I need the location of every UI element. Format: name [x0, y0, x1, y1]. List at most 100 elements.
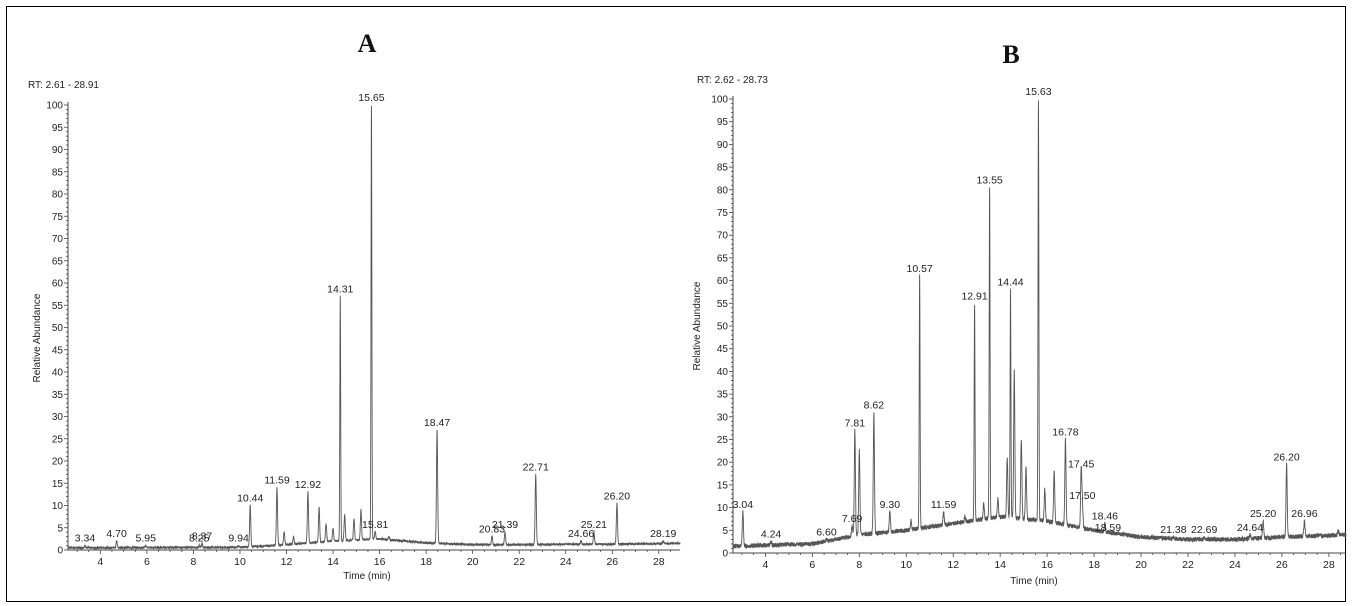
y-tick-label: 55 — [717, 299, 729, 310]
y-tick-label: 95 — [717, 117, 729, 128]
x-tick-label: 4 — [762, 559, 768, 571]
peak-label: 10.57 — [907, 263, 933, 275]
peak-label: 20.83 — [479, 524, 505, 536]
peak-label: 3.04 — [733, 499, 754, 511]
peak-label: 15.81 — [362, 519, 388, 531]
x-tick-label: 8 — [856, 559, 862, 571]
y-tick-label: 15 — [52, 479, 64, 490]
y-tick-label: 80 — [717, 185, 729, 196]
peak-label: 13.55 — [976, 175, 1002, 187]
y-tick-label: 35 — [717, 390, 729, 401]
peak-label: 8.37 — [192, 530, 213, 542]
y-tick-label: 40 — [717, 367, 729, 378]
panel-a: A RT: 2.61 - 28.91 Relative Abundance Ti… — [28, 29, 681, 582]
y-tick-label: 10 — [52, 501, 64, 512]
x-tick-label: 28 — [1323, 559, 1335, 571]
x-tick-label: 14 — [327, 556, 339, 568]
figure-frame — [6, 6, 1346, 602]
y-tick-label: 95 — [52, 123, 64, 134]
peak-label: 17.50 — [1069, 490, 1095, 502]
y-tick-label: 35 — [52, 390, 64, 401]
peak-label: 4.70 — [106, 528, 127, 540]
x-tick-label: 18 — [420, 556, 432, 568]
peak-label: 7.81 — [845, 417, 866, 429]
y-tick-label: 70 — [717, 231, 729, 242]
x-tick-label: 12 — [947, 559, 959, 571]
x-tick-label: 22 — [1182, 559, 1194, 571]
y-tick-label: 60 — [717, 276, 729, 287]
peak-label: 26.20 — [604, 490, 630, 502]
x-tick-label: 6 — [144, 556, 150, 568]
y-tick-label: 80 — [52, 190, 64, 201]
y-tick-label: 50 — [717, 322, 729, 333]
peak-label: 25.21 — [581, 519, 607, 531]
y-tick-label: 60 — [52, 279, 64, 290]
panel-a-y-axis-label: Relative Abundance — [32, 293, 43, 382]
peak-label: 7.69 — [842, 513, 863, 525]
panel-b-plot: 0 5 10 15 20 25 30 35 40 45 50 55 60 65 70 75 80 85 90 95 10… — [711, 86, 1347, 571]
y-tick-label: 90 — [52, 145, 64, 156]
peak-label: 8.25 — [189, 533, 210, 545]
x-tick-label: 10 — [234, 556, 246, 568]
peak-label: 15.65 — [358, 92, 384, 104]
y-tick-label: 50 — [52, 323, 64, 334]
y-tick-label: 0 — [57, 546, 63, 557]
peak-label: 12.92 — [295, 479, 321, 491]
x-tick-label: 10 — [900, 559, 912, 571]
panel-a-plot: 0 5 10 15 20 25 30 35 40 45 50 55 60 65 70 75 80 85 90 95 10… — [46, 92, 681, 568]
y-tick-label: 85 — [717, 163, 729, 174]
y-tick-label: 30 — [717, 412, 729, 423]
y-tick-label: 100 — [711, 95, 728, 106]
y-tick-label: 45 — [52, 345, 64, 356]
y-tick-label: 75 — [717, 208, 729, 219]
x-tick-label: 16 — [1041, 559, 1053, 571]
x-tick-label: 16 — [374, 556, 386, 568]
peak-label: 10.44 — [237, 493, 263, 505]
x-tick-label: 28 — [653, 556, 665, 568]
y-tick-label: 90 — [717, 140, 729, 151]
peak-label: 26.96 — [1291, 508, 1317, 520]
y-tick-label: 55 — [52, 301, 64, 312]
peak-label: 26.20 — [1273, 451, 1299, 463]
y-tick-label: 0 — [722, 549, 728, 560]
peak-label: 18.47 — [424, 417, 450, 429]
y-tick-label: 65 — [717, 253, 729, 264]
peak-label: 21.38 — [1160, 524, 1186, 536]
panel-b-title: B — [1002, 40, 1019, 69]
panel-b-chromatogram-trace — [732, 100, 1347, 550]
y-tick-label: 15 — [717, 480, 729, 491]
y-tick-label: 85 — [52, 167, 64, 178]
peak-label: 12.91 — [961, 290, 987, 302]
peak-label: 17.45 — [1068, 458, 1094, 470]
y-tick-label: 25 — [717, 435, 729, 446]
y-tick-label: 5 — [722, 526, 728, 537]
x-tick-label: 12 — [281, 556, 293, 568]
y-tick-label: 25 — [52, 434, 64, 445]
peak-label: 14.44 — [997, 277, 1023, 289]
peak-label: 18.46 — [1092, 510, 1118, 522]
y-tick-label: 75 — [52, 212, 64, 223]
peak-label: 8.62 — [864, 399, 885, 411]
y-tick-label: 40 — [52, 368, 64, 379]
panel-a-x-axis-label: Time (min) — [343, 571, 390, 582]
panel-b-x-axis-label: Time (min) — [1010, 576, 1057, 587]
peak-label: 16.78 — [1052, 427, 1078, 439]
y-tick-label: 100 — [46, 101, 63, 112]
peak-label: 24.64 — [1237, 522, 1263, 534]
x-tick-label: 26 — [1276, 559, 1288, 571]
peak-label: 9.30 — [880, 499, 901, 511]
panel-b-y-axis-label: Relative Abundance — [692, 281, 703, 370]
x-tick-label: 20 — [1135, 559, 1147, 571]
panel-a-rt-range: RT: 2.61 - 28.91 — [28, 80, 99, 91]
x-tick-label: 14 — [994, 559, 1006, 571]
peak-label: 3.34 — [75, 533, 96, 545]
x-tick-label: 18 — [1088, 559, 1100, 571]
peak-label: 11.59 — [931, 499, 957, 511]
peak-label: 25.20 — [1250, 508, 1276, 520]
peak-label: 6.60 — [816, 526, 837, 538]
peak-label: 22.69 — [1191, 524, 1217, 536]
peak-label: 22.71 — [523, 461, 549, 473]
peak-label: 5.95 — [136, 533, 157, 545]
peak-label: 21.39 — [492, 519, 518, 531]
